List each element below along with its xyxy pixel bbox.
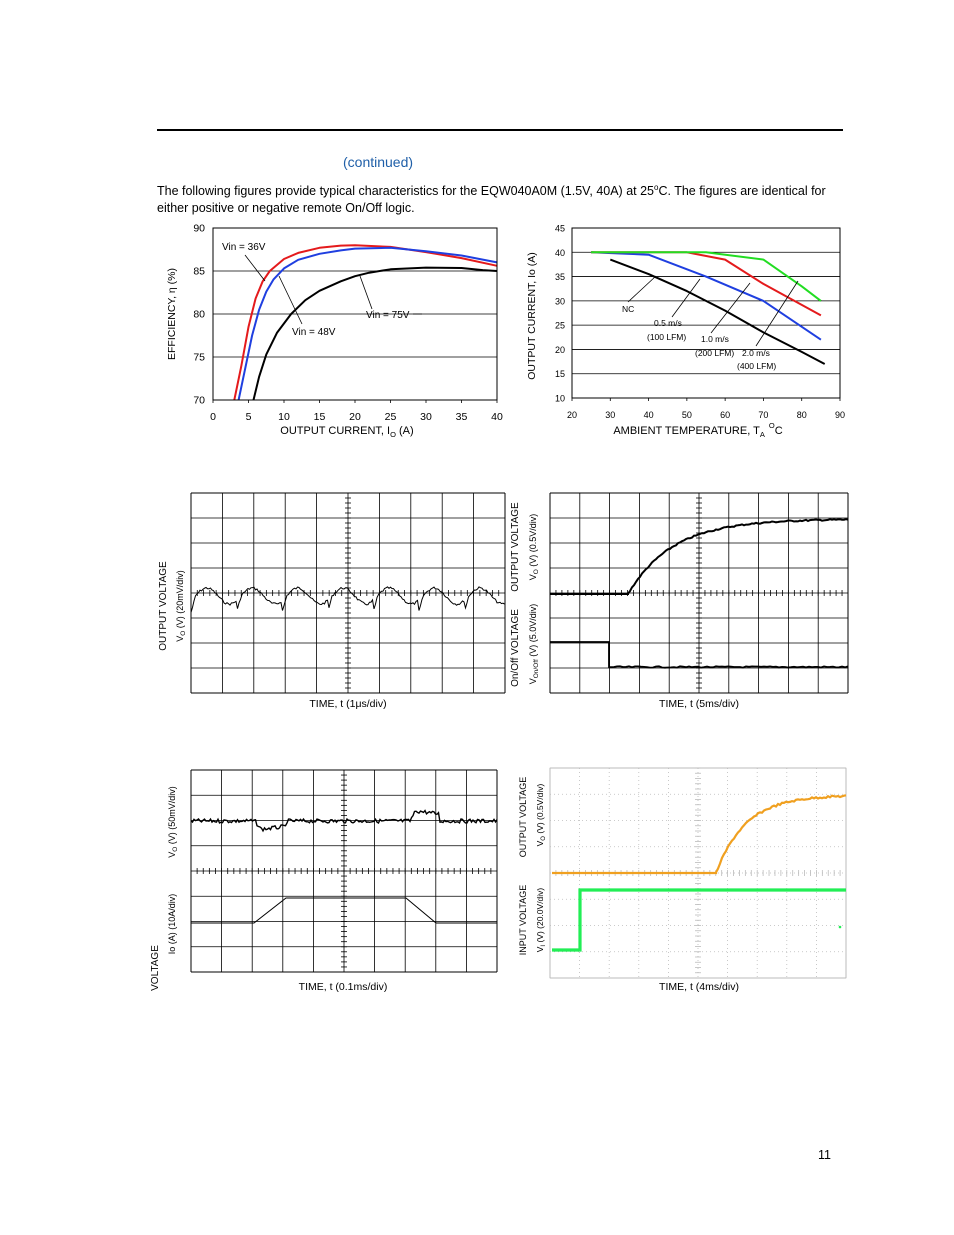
x-tick-label: 25: [385, 411, 397, 423]
startup-onoff-scope: OUTPUT VOLTAGE VO (V) (0.5V/div) On/Off …: [510, 492, 849, 710]
derating-plot-frame: [571, 227, 841, 399]
x-tick-label: 20: [567, 410, 577, 420]
y-tick-label: 10: [555, 394, 565, 404]
derating-ylabel: OUTPUT CURRENT, Io (A): [526, 252, 538, 380]
input-voltage-trace: [552, 888, 846, 952]
transient-scope: VO (V) (50mV/div) Io (A) (10A/div) VOLTA…: [150, 769, 498, 993]
ripple-scope: OUTPUT VOLTAGE VO (V) (20mV/div) TIME, t…: [158, 492, 506, 710]
series-line: [609, 258, 826, 365]
startup-input-xlabel: TIME, t (4ms/div): [659, 981, 739, 993]
x-tick-label: 5: [246, 411, 252, 423]
y-tick-label: 15: [555, 369, 565, 379]
y-tick-label: 75: [193, 352, 205, 364]
y-tick-label: 25: [555, 321, 565, 331]
transient-vo-trace: [190, 809, 498, 833]
continued-heading: (continued): [343, 154, 414, 170]
efficiency-xlabel: OUTPUT CURRENT, IO (A): [280, 425, 413, 439]
y-tick-label: 45: [555, 224, 565, 234]
ripple-trace: [190, 586, 505, 613]
annot-100lfm: (100 LFM): [647, 332, 686, 342]
x-tick-label: 80: [797, 410, 807, 420]
annot-400lfm: (400 LFM): [737, 361, 776, 371]
ripple-xlabel: TIME, t (1μs/div): [309, 698, 386, 710]
series-line: [591, 251, 822, 341]
y-tick-label: 90: [193, 223, 205, 235]
startup-ylabel3: On/Off VOLTAGE: [510, 609, 521, 687]
x-tick-label: 60: [720, 410, 730, 420]
y-tick-label: 80: [193, 309, 205, 321]
header-rule: [157, 129, 843, 131]
startup-output-trace: [550, 518, 849, 595]
efficiency-plot-frame: [212, 227, 498, 401]
ripple-ylabel1: OUTPUT VOLTAGE: [158, 561, 169, 651]
y-tick-label: 85: [193, 266, 205, 278]
y-tick-label: 35: [555, 272, 565, 282]
startup-input-ylabel4: VI (V) (20.0V/div): [535, 888, 547, 953]
intro-paragraph: The following figures provide typical ch…: [157, 183, 826, 216]
y-tick-label: 30: [555, 296, 565, 306]
y-tick-label: 40: [555, 248, 565, 258]
x-tick-label: 40: [491, 411, 503, 423]
x-tick-label: 0: [210, 411, 216, 423]
y-tick-label: 70: [193, 395, 205, 407]
x-tick-label: 70: [758, 410, 768, 420]
startup-input-ylabel1: OUTPUT VOLTAGE: [518, 777, 528, 858]
onoff-voltage-trace: [550, 641, 849, 669]
startup-input-scope: OUTPUT VOLTAGE VO (V) (0.5V/div) INPUT V…: [518, 767, 847, 993]
startup-input-ylabel2: VO (V) (0.5V/div): [535, 783, 547, 846]
page-number: 11: [818, 1148, 831, 1162]
x-tick-label: 30: [605, 410, 615, 420]
startup-input-ylabel3: INPUT VOLTAGE: [518, 885, 528, 956]
series-line: [591, 251, 822, 302]
annot-nc: NC: [622, 304, 634, 314]
efficiency-ylabel: EFFICIENCY, η (%): [166, 268, 178, 360]
transient-ylabel2: Io (A) (10A/div): [167, 894, 177, 955]
transient-ylabel3: VOLTAGE: [150, 945, 161, 991]
annot-vin48: Vin = 48V: [292, 327, 336, 338]
x-tick-label: 35: [456, 411, 468, 423]
startup-xlabel: TIME, t (5ms/div): [659, 698, 739, 710]
startup-ylabel1: OUTPUT VOLTAGE: [510, 502, 521, 592]
annot-vin75: Vin = 75V: [366, 310, 410, 321]
annot-05ms: 0.5 m/s: [654, 318, 682, 328]
transient-io-trace: [191, 897, 497, 924]
x-tick-label: 15: [314, 411, 326, 423]
series-line: [252, 266, 498, 401]
transient-xlabel: TIME, t (0.1ms/div): [299, 981, 388, 993]
x-tick-label: 50: [682, 410, 692, 420]
series-line: [237, 246, 498, 401]
annot-vin36: Vin = 36V: [222, 242, 266, 253]
startup-input-output-trace: [552, 794, 847, 875]
x-tick-label: 90: [835, 410, 845, 420]
derating-xlabel: AMBIENT TEMPERATURE, TAOC: [613, 421, 782, 439]
x-tick-label: 40: [644, 410, 654, 420]
y-tick-label: 20: [555, 345, 565, 355]
transient-ylabel1: VO (V) (50mV/div): [167, 786, 179, 858]
startup-ylabel2: VO (V) (0.5V/div): [528, 514, 540, 581]
annot-10ms: 1.0 m/s: [701, 334, 729, 344]
x-tick-label: 10: [278, 411, 290, 423]
annot-200lfm: (200 LFM): [695, 348, 734, 358]
x-tick-label: 20: [349, 411, 361, 423]
annot-20ms: 2.0 m/s: [742, 348, 770, 358]
ripple-ylabel2: VO (V) (20mV/div): [175, 570, 187, 642]
efficiency-chart: 90 85 80 75 70 0 5 10 15 20 25 30 35 40 EFFICIENCY, η…: [166, 223, 503, 440]
startup-ylabel4: VOn/Off (V) (5.0V/div): [528, 604, 540, 685]
x-tick-label: 30: [420, 411, 432, 423]
